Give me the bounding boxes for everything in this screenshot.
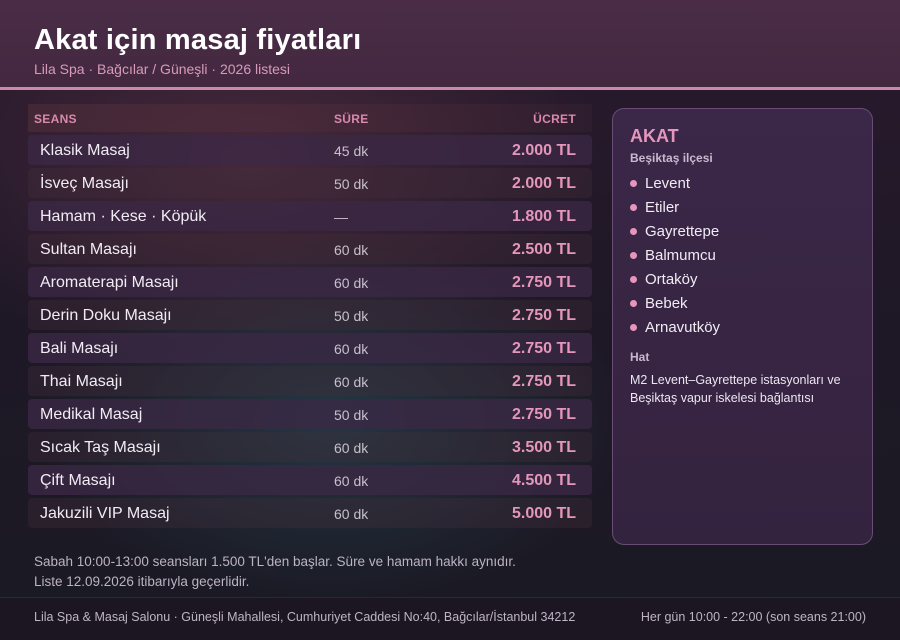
bullet-icon xyxy=(630,203,637,211)
service-duration: 50 dk xyxy=(334,308,369,324)
neighborhood-label: Gayrettepe xyxy=(645,222,720,240)
service-duration: 60 dk xyxy=(334,473,369,489)
column-header-duration: SÜRE xyxy=(334,112,369,126)
service-name: Medikal Masaj xyxy=(40,406,143,423)
column-header-price: ÜCRET xyxy=(533,112,576,126)
bullet-icon xyxy=(630,275,637,283)
service-name: Sıcak Taş Masajı xyxy=(40,439,161,456)
table-row: Sultan Masajı 60 dk 2.500 TL xyxy=(28,234,592,264)
district-subtitle: Beşiktaş ilçesi xyxy=(630,151,713,165)
note-line: Liste 12.09.2026 itibarıyla geçerlidir. xyxy=(34,574,250,589)
footer-hours: Her gün 10:00 - 22:00 (son seans 21:00) xyxy=(640,610,866,624)
table-row: Klasik Masaj 45 dk 2.000 TL xyxy=(28,135,592,165)
service-duration: 45 dk xyxy=(334,143,369,159)
service-price: 2.000 TL xyxy=(511,175,576,192)
service-price: 1.800 TL xyxy=(511,208,576,225)
page-title: Akat için masaj fiyatları xyxy=(34,24,362,56)
service-duration: 60 dk xyxy=(334,242,369,258)
neighborhood-label: Balmumcu xyxy=(645,246,716,264)
page-footer: Lila Spa & Masaj Salonu · Güneşli Mahall… xyxy=(0,597,900,640)
neighborhood-item: Ortaköy xyxy=(630,267,720,291)
service-duration: 60 dk xyxy=(334,506,369,522)
service-price: 2.500 TL xyxy=(511,241,576,258)
service-price: 2.750 TL xyxy=(511,340,576,357)
service-name: Klasik Masaj xyxy=(40,142,130,159)
table-row: Jakuzili VIP Masaj 60 dk 5.000 TL xyxy=(28,498,592,528)
service-price: 2.750 TL xyxy=(511,274,576,291)
neighborhood-label: Arnavutköy xyxy=(645,318,721,336)
service-name: Çift Masajı xyxy=(40,472,116,489)
service-duration: 60 dk xyxy=(334,374,369,390)
service-duration: — xyxy=(334,209,348,225)
table-row: Hamam · Kese · Köpük — 1.800 TL xyxy=(28,201,592,231)
service-duration: 60 dk xyxy=(334,440,369,456)
neighborhood-item: Balmumcu xyxy=(630,243,720,267)
neighborhood-label: Levent xyxy=(645,174,691,192)
neighborhood-item: Bebek xyxy=(630,291,720,315)
neighborhood-item: Gayrettepe xyxy=(630,219,720,243)
table-row: İsveç Masajı 50 dk 2.000 TL xyxy=(28,168,592,198)
table-row: Bali Masajı 60 dk 2.750 TL xyxy=(28,333,592,363)
price-table: SEANS SÜRE ÜCRET Klasik Masaj 45 dk 2.000 … xyxy=(28,104,592,528)
page-header: Akat için masaj fiyatları Lila Spa · Bağ… xyxy=(0,0,900,90)
bullet-icon xyxy=(630,323,637,331)
service-price: 5.000 TL xyxy=(511,505,576,522)
page-subtitle: Lila Spa · Bağcılar / Güneşli · 2026 lis… xyxy=(34,61,291,77)
service-duration: 60 dk xyxy=(334,275,369,291)
column-header-session: SEANS xyxy=(34,112,77,126)
price-notes: Sabah 10:00-13:00 seansları 1.500 TL'den… xyxy=(34,552,516,592)
service-price: 4.500 TL xyxy=(511,472,576,489)
service-name: İsveç Masajı xyxy=(40,175,129,192)
service-duration: 50 dk xyxy=(334,407,369,423)
service-price: 3.500 TL xyxy=(511,439,576,456)
neighborhood-label: Etiler xyxy=(645,198,680,216)
service-duration: 60 dk xyxy=(334,341,369,357)
service-name: Thai Masajı xyxy=(40,373,123,390)
service-name: Bali Masajı xyxy=(40,340,119,357)
bullet-icon xyxy=(630,299,637,307)
bullet-icon xyxy=(630,179,637,187)
service-name: Hamam · Kese · Köpük xyxy=(40,208,207,225)
note-line: Sabah 10:00-13:00 seansları 1.500 TL'den… xyxy=(34,554,516,569)
district-panel: AKAT Beşiktaş ilçesi Levent Etiler Gayrett… xyxy=(612,108,873,545)
service-duration: 50 dk xyxy=(334,176,369,192)
table-body: Klasik Masaj 45 dk 2.000 TL İsveç Masajı 50 … xyxy=(28,135,592,528)
table-row: Aromaterapi Masajı 60 dk 2.750 TL xyxy=(28,267,592,297)
table-row: Sıcak Taş Masajı 60 dk 3.500 TL xyxy=(28,432,592,462)
neighborhood-label: Ortaköy xyxy=(645,270,698,288)
transit-text: M2 Levent–Gayrettepe istasyonları ve Beş… xyxy=(630,373,841,405)
transit-title: Hat xyxy=(630,350,650,364)
service-name: Derin Doku Masajı xyxy=(40,307,172,324)
service-name: Aromaterapi Masajı xyxy=(40,274,179,291)
table-row: Derin Doku Masajı 50 dk 2.750 TL xyxy=(28,300,592,330)
table-row: Çift Masajı 60 dk 4.500 TL xyxy=(28,465,592,495)
table-row: Medikal Masaj 50 dk 2.750 TL xyxy=(28,399,592,429)
table-row: Thai Masajı 60 dk 2.750 TL xyxy=(28,366,592,396)
service-price: 2.000 TL xyxy=(511,142,576,159)
neighborhood-item: Etiler xyxy=(630,195,720,219)
bullet-icon xyxy=(630,251,637,259)
service-price: 2.750 TL xyxy=(511,406,576,423)
service-price: 2.750 TL xyxy=(511,373,576,390)
service-price: 2.750 TL xyxy=(511,307,576,324)
table-header: SEANS SÜRE ÜCRET xyxy=(28,104,592,132)
neighborhood-item: Arnavutköy xyxy=(630,315,720,339)
neighborhood-item: Levent xyxy=(630,171,720,195)
footer-address: Lila Spa & Masaj Salonu · Güneşli Mahall… xyxy=(34,610,576,624)
neighborhood-list: Levent Etiler Gayrettepe Balmumcu Ortaköy Beb… xyxy=(630,171,720,339)
service-name: Jakuzili VIP Masaj xyxy=(40,505,170,522)
district-title: AKAT xyxy=(630,126,679,146)
neighborhood-label: Bebek xyxy=(645,294,688,312)
service-name: Sultan Masajı xyxy=(40,241,137,258)
bullet-icon xyxy=(630,227,637,235)
